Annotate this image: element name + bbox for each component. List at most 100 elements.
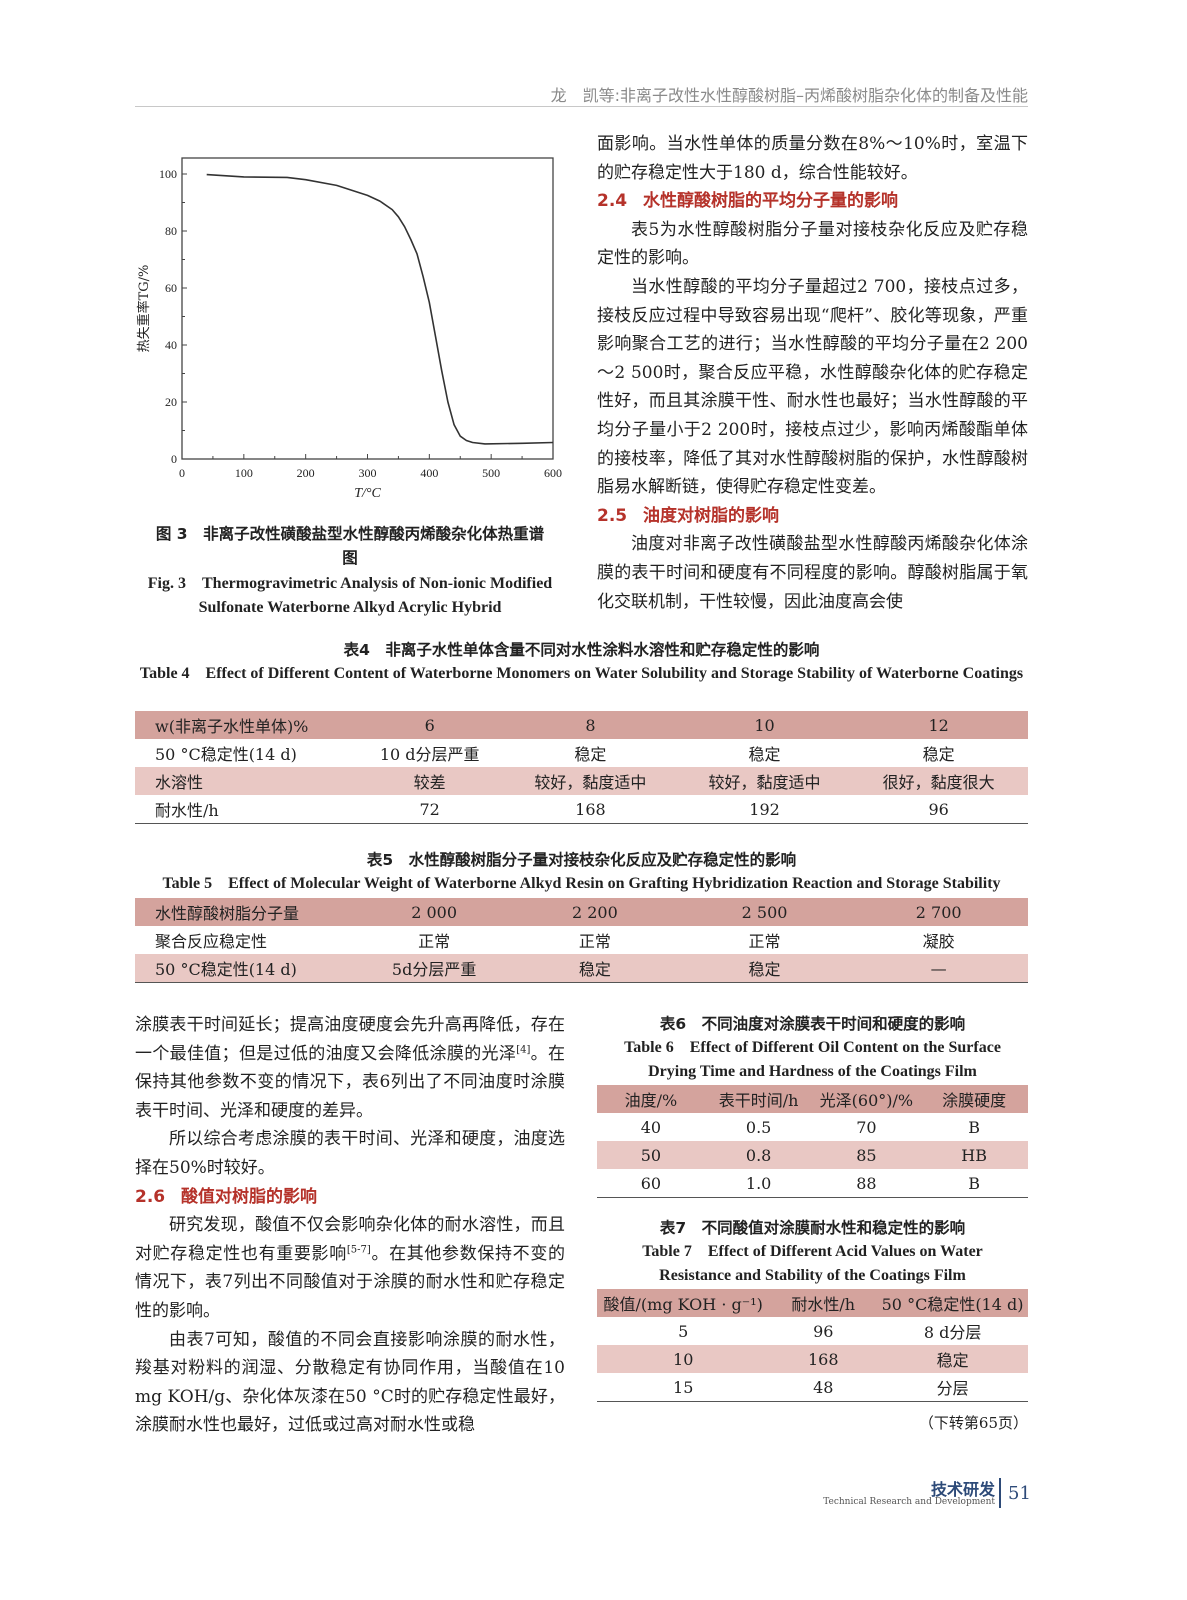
table-cell: 较好，黏度适中 [679,767,850,795]
table-cell: 2 000 [358,898,511,926]
table-cell: 48 [813,1377,834,1397]
table-cell: 6 [358,711,502,739]
continued-note: （下转第65页） [918,1414,1028,1432]
table-row: 耐水性/h 72 168 192 96 [135,795,1028,824]
paragraph: 表5为水性醇酸树脂分子量对接枝杂化反应及贮存稳定性的影响。 [597,219,1028,269]
x-tick-label: 100 [235,466,253,480]
table6-caption-en: Table 6 Effect of Different Oil Content … [624,1039,1001,1080]
table5-caption: 表5 水性醇酸树脂分子量对接枝杂化反应及贮存稳定性的影响 Table 5 Eff… [135,848,1028,896]
section-heading-2-4: 2.4 水性醇酸树脂的平均分子量的影响 [597,187,1028,216]
x-tick-label: 400 [420,466,438,480]
table-cell: 耐水性/h [155,801,219,820]
table-cell: 15 [673,1377,694,1397]
table5: 水性醇酸树脂分子量 2 000 2 200 2 500 2 700 聚合反应稳定性 正常 正常… [135,898,1028,983]
paragraph: 研究发现，酸值不仅会影响杂化体的耐水溶性，而且对贮存稳定性也有重要影响[5-7]… [135,1211,565,1325]
figure3-caption-en: Fig. 3 Thermogravimetric Analysis of Non… [147,575,553,616]
text: 研究发现，酸值不仅会影响杂化体的耐水溶性，而且对贮存稳定性也有重要影响 [135,1215,565,1264]
table-cell: 很好，黏度很大 [849,767,1028,795]
table-cell: 耐水性/h [769,1289,878,1317]
table-row: 水溶性 较差 较好，黏度适中 较好，黏度适中 很好，黏度很大 [135,767,1028,795]
paragraph: 当水性醇酸的平均分子量超过2 700，接枝点过多，接枝反应过程中导致容易出现“爬… [597,276,1028,498]
x-tick-label: 300 [359,466,377,480]
table-cell: 96 [928,799,949,819]
footer-section-en: Technical Research and Development [823,1497,995,1507]
x-tick-label: 0 [179,466,185,480]
table-row: 5 96 8 d分层 [597,1317,1028,1345]
table-cell: 稳定 [510,954,680,983]
section-title: 酸值对树脂的影响 [181,1186,317,1207]
table-cell: B [968,1117,980,1137]
tg-chart: 0 100 200 300 400 500 600 0 20 40 60 80 100 T/°C 热失重率T… [136,157,562,501]
table-row: 50 °C稳定性(14 d) 10 d分层严重 稳定 稳定 稳定 [135,739,1028,767]
section-heading-2-5: 2.5 油度对树脂的影响 [597,502,1028,531]
table4-caption-en: Table 4 Effect of Different Content of W… [139,665,1024,682]
table-cell: 10 d分层严重 [379,745,480,764]
table-cell: 涂膜硬度 [920,1085,1028,1113]
x-tick-label: 500 [482,466,500,480]
citation: [5-7] [346,1244,371,1256]
paragraph: 油度对非离子改性磺酸盐型水性醇酸丙烯酸杂化体涂膜的表干时间和硬度有不同程度的影响… [597,534,1028,612]
table-cell: 稳定 [679,954,850,983]
paragraph: 由表7可知，酸值的不同会直接影响涂膜的耐水性，羧基对粉料的润湿、分散稳定有协同作… [135,1329,565,1436]
table-cell: 2 200 [510,898,680,926]
table-cell: 88 [856,1173,877,1193]
section-heading-2-6: 2.6 酸值对树脂的影响 [135,1183,565,1212]
footer-section-cn: 技术研发 [930,1480,995,1499]
right-column-text: 面影响。当水性单体的质量分数在8%～10%时，室温下的贮存稳定性大于180 d，… [597,130,1028,616]
table-cell: 稳定 [877,1345,1028,1373]
x-axis-label: T/°C [354,486,381,501]
table-cell: 正常 [748,932,781,951]
table-cell: 12 [849,711,1028,739]
table5-caption-en: Table 5 Effect of Molecular Weight of Wa… [162,875,1001,892]
y-tick-label: 80 [165,224,177,238]
y-tick-label: 100 [159,167,177,181]
table-cell: 50 [597,1141,705,1169]
table-cell: w(非离子水性单体)% [135,711,359,739]
text: 涂膜表干时间延长；提高油度硬度会先升高再降低，存在一个最佳值；但是过低的油度又会… [135,1015,565,1064]
table-row: 60 1.0 88 B [597,1169,1028,1198]
table-row: 50 °C稳定性(14 d) 5d分层严重 稳定 稳定 — [135,954,1028,983]
table-cell: 5 [678,1321,689,1341]
table-cell: 聚合反应稳定性 [155,932,268,951]
text: 。在其他参数保持不变的情况下，表7列出不同酸值对于涂膜的耐水性和贮存稳定性的影响… [135,1243,565,1321]
table-cell: 分层 [936,1379,969,1398]
table-cell: 192 [749,799,780,819]
x-tick-label: 600 [544,466,562,480]
table-cell: 水性醇酸树脂分子量 [135,898,359,926]
running-head: 龙 凯等:非离子改性水性醇酸树脂–丙烯酸树脂杂化体的制备及性能 [550,86,1028,105]
table-cell: 10 [679,711,850,739]
table7: 酸值/(mg KOH · g⁻¹) 耐水性/h 50 °C稳定性(14 d) 5 96 8… [597,1289,1028,1402]
page-number: 51 [1008,1483,1031,1504]
y-tick-label: 40 [165,338,177,352]
table-cell: HB [920,1141,1028,1169]
table-cell: B [968,1173,980,1193]
section-number: 2.4 [597,191,628,212]
table-header-row: 水性醇酸树脂分子量 2 000 2 200 2 500 2 700 [135,898,1028,926]
paragraph: 涂膜表干时间延长；提高油度硬度会先升高再降低，存在一个最佳值；但是过低的油度又会… [135,1011,565,1125]
footer-divider [999,1478,1001,1508]
table7-caption: 表7 不同酸值对涂膜耐水性和稳定性的影响 Table 7 Effect of D… [597,1216,1028,1288]
y-tick-label: 60 [165,281,177,295]
table-cell: 表干时间/h [704,1085,813,1113]
y-tick-label: 0 [171,452,177,466]
table-row: 聚合反应稳定性 正常 正常 正常 凝胶 [135,926,1028,954]
section-number: 2.5 [597,505,628,526]
left-column-text: 涂膜表干时间延长；提高油度硬度会先升高再降低，存在一个最佳值；但是过低的油度又会… [135,1011,565,1440]
table-header-row: 酸值/(mg KOH · g⁻¹) 耐水性/h 50 °C稳定性(14 d) [597,1289,1028,1317]
figure3-caption-cn: 图 3 非离子改性磺酸盐型水性醇酸丙烯酸杂化体热重谱图 [155,525,545,567]
table6-caption: 表6 不同油度对涂膜表干时间和硬度的影响 Table 6 Effect of D… [597,1012,1028,1084]
table-cell: — [849,954,1028,983]
table-row: 15 48 分层 [597,1373,1028,1402]
table4-caption: 表4 非离子水性单体含量不同对水性涂料水溶性和贮存稳定性的影响 Table 4 … [135,638,1028,686]
x-tick-label: 200 [297,466,315,480]
table-cell: 酸值/(mg KOH · g⁻¹) [597,1289,770,1317]
table-cell: 2 700 [849,898,1028,926]
table-cell: 50 °C稳定性(14 d) [877,1289,1028,1317]
table-cell: 凝胶 [922,932,955,951]
table-cell: 50 °C稳定性(14 d) [155,745,297,764]
table-row: 50 0.8 85 HB [597,1141,1028,1169]
citation: [4] [516,1043,531,1055]
tg-curve-line [206,173,554,445]
table-cell: 较好，黏度适中 [501,767,680,795]
figure3-caption: 图 3 非离子改性磺酸盐型水性醇酸丙烯酸杂化体热重谱图 Fig. 3 Therm… [135,522,565,620]
